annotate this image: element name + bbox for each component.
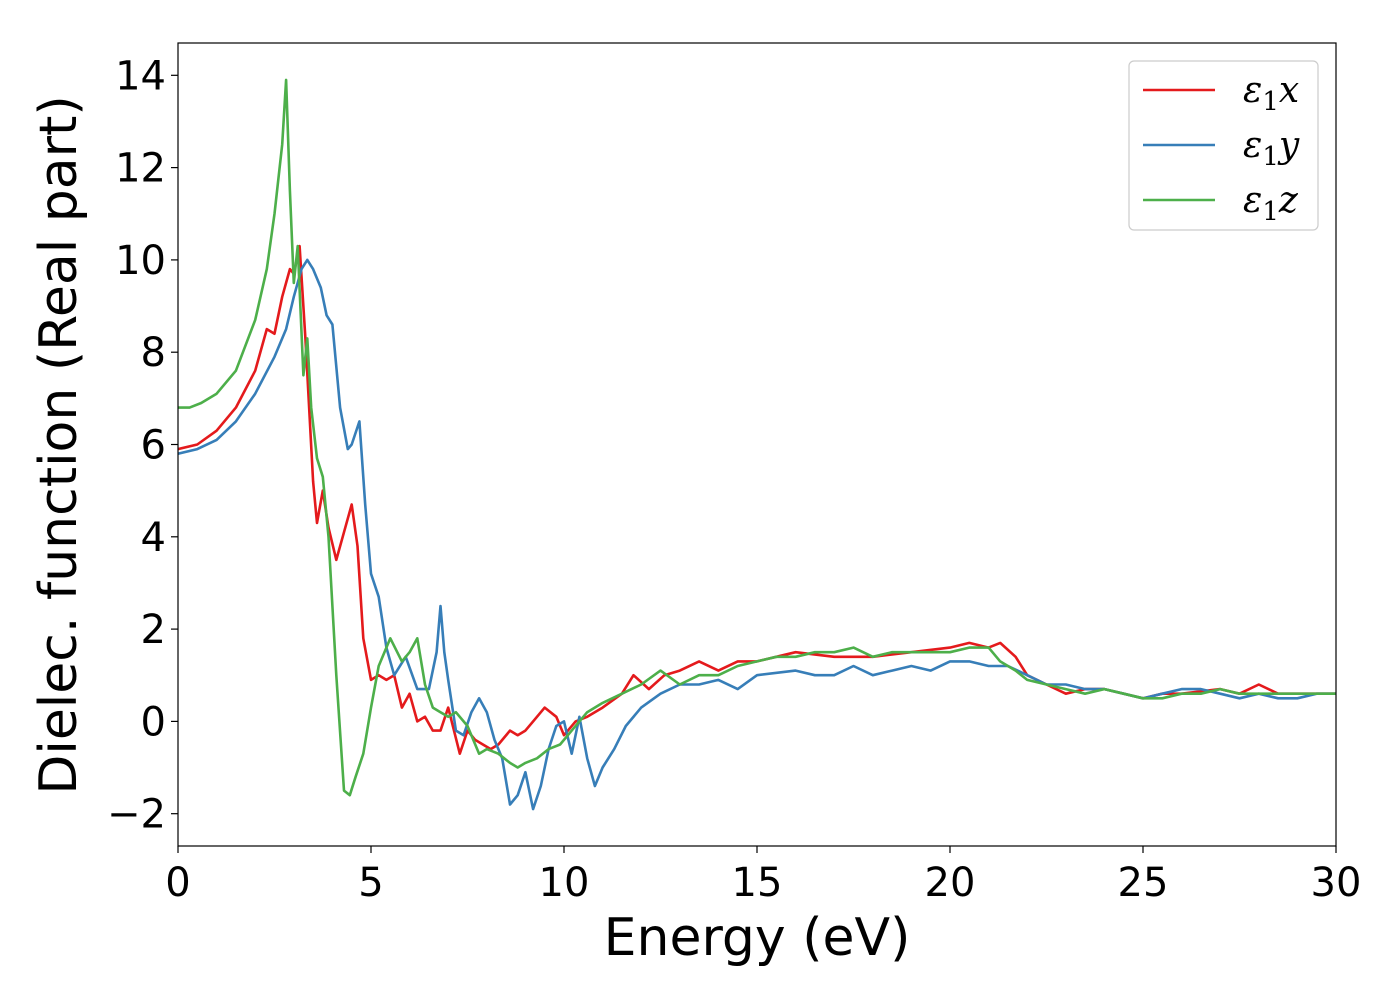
- x-axis-label: Energy (eV): [604, 908, 911, 968]
- x-tick-label: 5: [358, 860, 383, 906]
- y-tick-label: 4: [141, 515, 166, 561]
- x-tick-label: 15: [732, 860, 783, 906]
- x-tick-label: 25: [1118, 860, 1169, 906]
- series-layer: [178, 78, 1336, 811]
- series-line-z: [178, 78, 1336, 797]
- series-line-y: [178, 258, 1336, 811]
- series-line-x: [178, 244, 1336, 755]
- legend: ε1x ε1y ε1z: [1128, 60, 1319, 231]
- legend-box: [1128, 60, 1319, 231]
- y-tick-label: 6: [141, 423, 166, 469]
- x-axis-ticks: 0 5 10 15 20 25 30: [165, 846, 1361, 906]
- y-tick-label: 0: [141, 699, 166, 745]
- y-tick-label: 14: [115, 53, 166, 99]
- legend-label-y: ε1y: [1243, 125, 1300, 172]
- y-tick-label: 10: [115, 238, 166, 284]
- x-tick-label: 20: [925, 860, 976, 906]
- legend-label-z: ε1z: [1243, 180, 1299, 227]
- y-tick-label: −2: [107, 792, 166, 838]
- x-tick-label: 0: [165, 860, 190, 906]
- y-axis-ticks: −2 0 2 4 6 8 10 12 14: [107, 53, 178, 838]
- x-tick-label: 10: [539, 860, 590, 906]
- y-tick-label: 12: [115, 146, 166, 192]
- x-tick-label: 30: [1311, 860, 1362, 906]
- legend-label-x: ε1x: [1243, 70, 1299, 117]
- y-tick-label: 8: [141, 330, 166, 376]
- y-axis-label: Dielec. function (Real part): [29, 95, 89, 794]
- y-tick-label: 2: [141, 607, 166, 653]
